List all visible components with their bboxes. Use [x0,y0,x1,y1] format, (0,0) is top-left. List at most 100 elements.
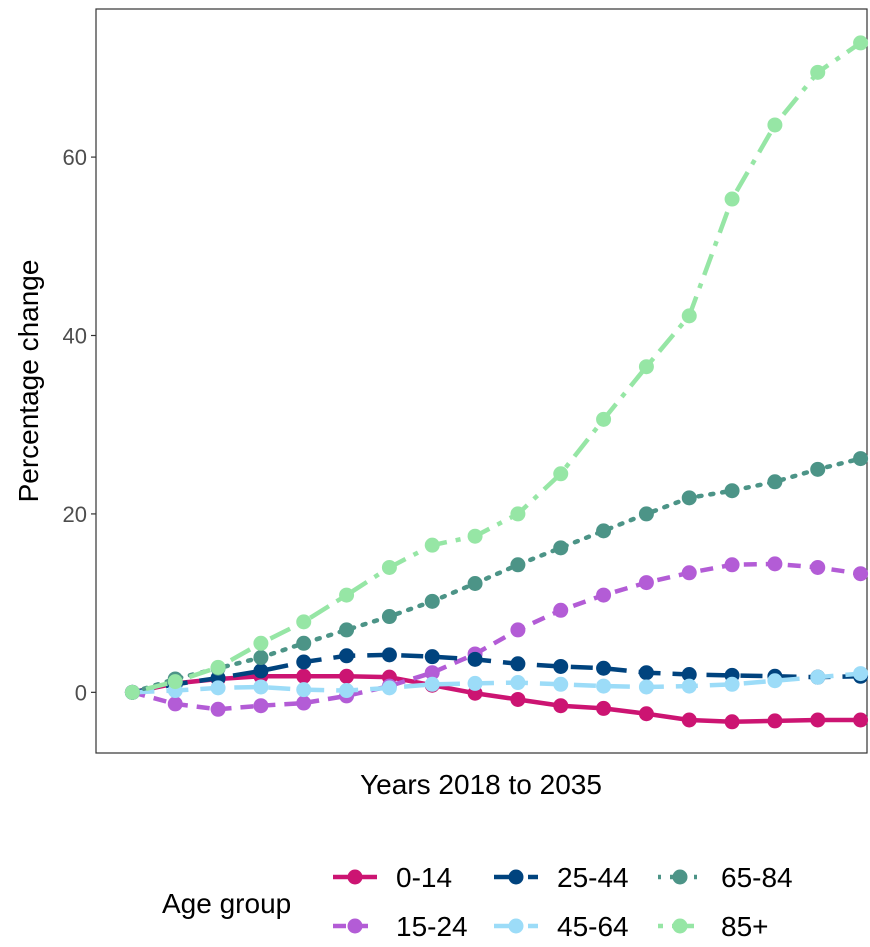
legend: Age group 0-14 15-24 25-44 45-64 65-84 85+ [162,862,793,942]
point-65-84-2022 [296,635,312,651]
point-85+-2023 [339,587,355,603]
legend-title: Age group [162,888,291,919]
y-tick-label-40: 40 [63,324,87,349]
point-25-44-2023 [339,648,355,664]
y-tick-label-20: 20 [63,502,87,527]
point-15-24-2028 [553,602,569,618]
point-65-84-2031 [681,490,697,506]
point-85+-2028 [553,466,569,482]
plot-panel-border [95,8,868,754]
point-45-64-2031 [681,678,697,694]
point-25-44-2021 [253,663,269,679]
legend-key-point-85+ [672,918,688,934]
point-45-64-2024 [381,680,397,696]
point-45-64-2020 [210,680,226,696]
y-tick-label-60: 60 [63,145,87,170]
point-25-44-2026 [467,651,483,667]
legend-key-point-65-84 [672,869,688,885]
point-85+-2029 [596,411,612,427]
point-65-84-2030 [638,506,654,522]
legend-item-85+: 85+ [658,911,769,942]
point-85+-2019 [167,674,183,690]
point-65-84-2025 [424,593,440,609]
point-45-64-2028 [553,676,569,692]
point-65-84-2021 [253,650,269,666]
y-axis: 0 20 40 60 [63,145,96,705]
point-45-64-2027 [510,675,526,691]
point-45-64-2029 [596,678,612,694]
point-0-14-2035 [853,712,869,728]
point-65-84-2035 [853,451,869,467]
point-85+-2027 [510,506,526,522]
legend-key-point-15-24 [347,918,363,934]
point-0-14-2028 [553,698,569,714]
point-25-44-2031 [681,666,697,682]
point-85+-2034 [810,64,826,80]
legend-item-65-84: 65-84 [658,862,793,893]
series-line-15-24 [131,561,861,712]
point-15-24-2022 [296,695,312,711]
y-axis-title: Percentage change [13,260,44,503]
point-65-84-2026 [467,576,483,592]
point-15-24-2020 [210,701,226,717]
legend-key-point-0-14 [347,869,363,885]
legend-label-85+: 85+ [721,911,769,942]
point-65-84-2027 [510,557,526,573]
point-85+-2018 [124,684,140,700]
point-15-24-2021 [253,698,269,714]
legend-label-0-14: 0-14 [396,862,452,893]
point-85+-2035 [853,35,869,51]
point-0-14-2034 [810,712,826,728]
point-45-64-2026 [467,675,483,691]
y-tick-label-0: 0 [75,680,87,705]
point-25-44-2030 [638,665,654,681]
point-65-84-2024 [381,609,397,625]
series-45-64 [124,666,869,700]
series-85+ [124,35,869,700]
point-15-24-2031 [681,565,697,581]
point-25-44-2022 [296,654,312,670]
series-layer [124,35,869,730]
point-85+-2033 [767,117,783,133]
legend-label-15-24: 15-24 [396,911,468,942]
point-25-44-2024 [381,647,397,663]
point-0-14-2027 [510,691,526,707]
series-65-84 [124,451,869,700]
legend-item-45-64: 45-64 [494,911,629,942]
point-0-14-2029 [596,700,612,716]
series-line-85+ [131,41,862,695]
point-25-44-2029 [596,660,612,676]
point-15-24-2034 [810,559,826,575]
point-65-84-2033 [767,474,783,490]
point-25-44-2027 [510,656,526,672]
point-85+-2020 [210,659,226,675]
legend-key-point-45-64 [508,918,524,934]
point-85+-2032 [724,191,740,207]
point-15-24-2019 [167,696,183,712]
point-65-84-2032 [724,483,740,499]
point-85+-2026 [467,528,483,544]
point-15-24-2030 [638,575,654,591]
point-45-64-2032 [724,676,740,692]
point-0-14-2031 [681,712,697,728]
legend-label-65-84: 65-84 [721,862,793,893]
point-85+-2024 [381,559,397,575]
point-15-24-2032 [724,557,740,573]
point-0-14-2023 [339,668,355,684]
point-85+-2030 [638,359,654,375]
point-45-64-2021 [253,679,269,695]
point-0-14-2033 [767,713,783,729]
legend-item-15-24: 15-24 [333,911,468,942]
point-15-24-2029 [596,587,612,603]
point-25-44-2028 [553,658,569,674]
point-65-84-2028 [553,540,569,556]
point-15-24-2035 [853,566,869,582]
legend-label-25-44: 25-44 [557,862,629,893]
point-45-64-2025 [424,676,440,692]
point-15-24-2025 [424,665,440,681]
point-0-14-2032 [724,714,740,730]
point-45-64-2035 [853,666,869,682]
point-85+-2025 [424,537,440,553]
x-axis-title: Years 2018 to 2035 [360,769,602,800]
